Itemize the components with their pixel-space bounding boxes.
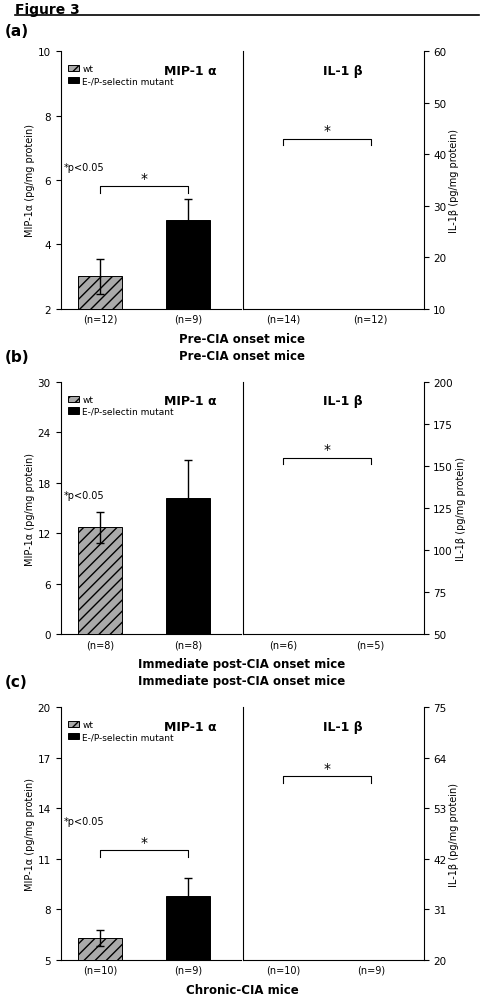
Text: MIP-1 α: MIP-1 α — [164, 395, 217, 408]
Bar — [166, 896, 210, 1003]
Bar — [349, 987, 393, 1003]
Text: *: * — [140, 835, 148, 850]
Text: (b): (b) — [5, 349, 30, 364]
Y-axis label: IL-1β (pg/mg protein): IL-1β (pg/mg protein) — [456, 456, 466, 561]
Text: MIP-1 α: MIP-1 α — [164, 720, 217, 733]
Legend: wt, E-/P-selectin mutant: wt, E-/P-selectin mutant — [67, 394, 175, 417]
Y-axis label: IL-1β (pg/mg protein): IL-1β (pg/mg protein) — [449, 128, 459, 233]
Text: *: * — [140, 172, 148, 186]
Bar — [78, 938, 122, 1003]
Text: Figure 3: Figure 3 — [15, 3, 79, 17]
Legend: wt, E-/P-selectin mutant: wt, E-/P-selectin mutant — [67, 720, 175, 742]
Y-axis label: MIP-1α (pg/mg protein): MIP-1α (pg/mg protein) — [25, 124, 35, 237]
Bar — [166, 498, 210, 635]
Bar — [349, 691, 393, 718]
Text: IL-1 β: IL-1 β — [322, 65, 362, 78]
Text: MIP-1 α: MIP-1 α — [164, 65, 217, 78]
Text: Pre-CIA onset mice: Pre-CIA onset mice — [179, 332, 305, 345]
Text: Immediate post-CIA onset mice: Immediate post-CIA onset mice — [138, 675, 346, 688]
Text: *p<0.05: *p<0.05 — [64, 816, 105, 826]
Legend: wt, E-/P-selectin mutant: wt, E-/P-selectin mutant — [67, 64, 175, 87]
Text: (a): (a) — [5, 24, 29, 39]
Text: *: * — [323, 443, 330, 456]
Y-axis label: IL-1β (pg/mg protein): IL-1β (pg/mg protein) — [449, 782, 459, 886]
Text: IL-1 β: IL-1 β — [322, 720, 362, 733]
Text: (c): (c) — [5, 675, 28, 690]
Bar — [349, 329, 393, 361]
Bar — [261, 713, 305, 718]
Bar — [78, 528, 122, 635]
Text: IL-1 β: IL-1 β — [322, 395, 362, 408]
Bar — [78, 277, 122, 373]
Text: *: * — [323, 124, 330, 138]
Bar — [261, 344, 305, 361]
Text: Chronic-CIA mice: Chronic-CIA mice — [186, 983, 298, 996]
Text: Pre-CIA onset mice: Pre-CIA onset mice — [179, 349, 305, 362]
Text: *p<0.05: *p<0.05 — [64, 490, 105, 500]
Y-axis label: MIP-1α (pg/mg protein): MIP-1α (pg/mg protein) — [25, 777, 35, 891]
Y-axis label: MIP-1α (pg/mg protein): MIP-1α (pg/mg protein) — [25, 452, 35, 565]
Text: *p<0.05: *p<0.05 — [64, 162, 105, 173]
Text: Immediate post-CIA onset mice: Immediate post-CIA onset mice — [138, 658, 346, 671]
Text: *: * — [323, 761, 330, 775]
Bar — [166, 221, 210, 373]
